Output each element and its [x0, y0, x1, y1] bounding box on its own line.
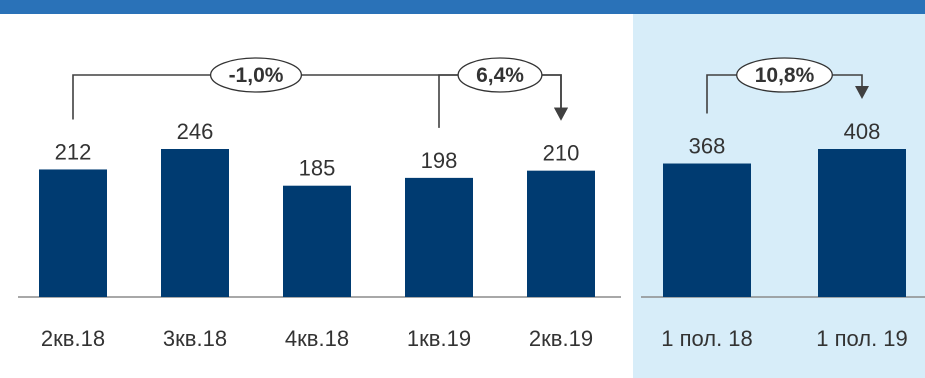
quarterly-category-label-5: 2кв.19	[529, 326, 593, 351]
quarterly-bar-3	[283, 185, 351, 297]
quarterly-value-label-1: 212	[55, 139, 92, 164]
quarterly-bar-2	[161, 149, 229, 297]
quarterly-category-label-4: 1кв.19	[407, 326, 471, 351]
quarterly-growth-badge-1	[209, 57, 303, 93]
quarterly-bar-4	[405, 177, 473, 297]
quarterly-growth-arrow-2	[554, 107, 568, 121]
quarterly-category-label-2: 3кв.18	[163, 326, 227, 351]
quarterly-bar-5	[527, 170, 595, 297]
quarterly-bar-1	[39, 169, 107, 297]
quarterly-value-label-2: 246	[177, 119, 214, 144]
half-year-bar-1	[663, 163, 751, 297]
half-year-growth-arrow-1	[855, 86, 869, 99]
half-year-category-label-2: 1 пол. 19	[816, 326, 908, 351]
quarterly-growth-label-1: -1,0%	[229, 64, 284, 87]
quarterly-growth-badges: -1,0% 6,4%	[209, 57, 543, 93]
half-year-value-label-2: 408	[844, 119, 881, 144]
quarterly-category-label-3: 4кв.18	[285, 326, 349, 351]
quarterly-growth-label-2: 6,4%	[476, 64, 524, 87]
quarterly-growth-badge-2	[457, 57, 543, 93]
half-year-value-label-1: 368	[689, 134, 726, 159]
top-band	[0, 0, 925, 14]
quarterly-category-label-1: 2кв.18	[41, 326, 105, 351]
quarterly-value-label-4: 198	[421, 148, 458, 173]
quarterly-value-label-5: 210	[543, 141, 580, 166]
quarterly-chart: 212 246 185 198 210 2кв.18 3кв.18 4кв.18 1кв.19 2…	[18, 57, 621, 351]
half-year-growth-badge-1	[736, 57, 833, 93]
half-year-category-label-1: 1 пол. 18	[661, 326, 753, 351]
quarterly-value-label-3: 185	[299, 156, 336, 181]
half-year-chart: 368 408 1 пол. 18 1 пол. 19 10,8%	[641, 57, 925, 351]
half-year-bar-2	[818, 149, 906, 297]
half-year-growth-label-1: 10,8%	[755, 64, 815, 87]
half-year-growth-badges: 10,8%	[736, 57, 833, 93]
